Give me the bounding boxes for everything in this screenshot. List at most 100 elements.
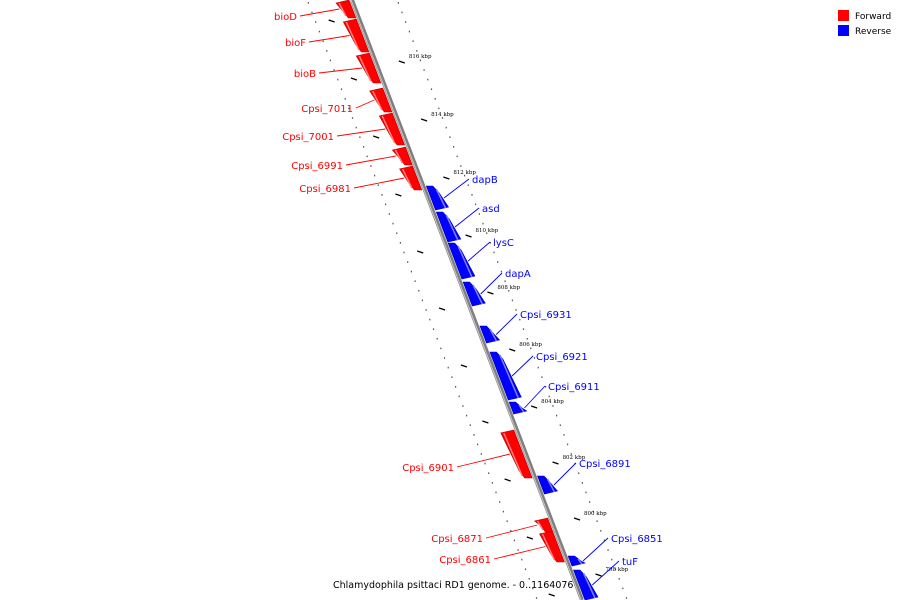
scale-dot	[600, 530, 602, 532]
kbp-minor-tick	[417, 250, 424, 254]
gene-label: Cpsi_7001	[282, 132, 334, 143]
gene-cpsi_6871[interactable]: Cpsi_6871	[431, 517, 554, 545]
gene-label: Cpsi_6901	[402, 463, 454, 474]
gene-leader-line	[467, 241, 491, 262]
kbp-label: 804 kbp	[541, 399, 564, 405]
kbp-ticks: 816 kbp 814 kbp 812 kbp 810 kbp 808 kbp 806 k…	[328, 19, 629, 597]
kbp-tick	[573, 517, 581, 521]
scale-dot	[535, 597, 538, 599]
kbp-label: 816 kbp	[409, 54, 432, 60]
gene-cpsi_6901[interactable]: Cpsi_6901	[402, 429, 533, 479]
scale-dot	[462, 405, 464, 407]
gene-highlight	[582, 572, 596, 599]
scale-dot	[399, 242, 401, 244]
kbp-minor-tick	[548, 593, 555, 597]
scale-dot	[307, 2, 309, 4]
kbp-minor-tick	[350, 77, 358, 81]
kbp-label: 814 kbp	[431, 112, 454, 118]
gene-cpsi_6891[interactable]: Cpsi_6891	[537, 459, 631, 495]
gene-cpsi_7001[interactable]: Cpsi_7001	[282, 112, 406, 146]
kbp-label: 812 kbp	[453, 170, 476, 176]
kbp-label: 806 kbp	[519, 342, 542, 348]
gene-leader-line	[443, 178, 470, 199]
scale-dot	[363, 146, 365, 148]
scale-dot	[340, 88, 343, 90]
kbp-minor-tick	[526, 536, 534, 540]
kbp-minor-tick	[328, 19, 335, 23]
scale-dot	[421, 299, 423, 302]
scale-dot	[541, 376, 543, 378]
gene-leader-line	[511, 355, 534, 377]
scale-dot	[519, 318, 521, 321]
kbp-tick	[509, 348, 516, 352]
kbp-tick	[420, 118, 428, 122]
scale-dot	[445, 126, 447, 129]
scale-dot	[581, 482, 583, 484]
scale-dot	[348, 107, 350, 110]
gene-biof[interactable]: bioF	[285, 18, 370, 53]
gene-cpsi_6851[interactable]: Cpsi_6851	[567, 534, 663, 567]
gene-leader-line	[485, 524, 538, 539]
gene-cpsi_6861[interactable]: Cpsi_6861	[439, 530, 565, 566]
gene-cpsi_6991[interactable]: Cpsi_6991	[291, 146, 413, 172]
scale-dot	[326, 50, 328, 52]
scale-dot	[537, 366, 539, 369]
scale-dot	[592, 510, 594, 513]
gene-cpsi_6931[interactable]: Cpsi_6931	[479, 310, 572, 344]
scale-dot	[482, 222, 484, 225]
gene-tuf[interactable]: tuF	[573, 557, 639, 600]
scale-dot	[489, 242, 491, 244]
scale-dot	[521, 558, 523, 561]
scale-dot	[427, 78, 429, 81]
scale-dot	[359, 136, 361, 138]
scale-dot	[515, 309, 517, 311]
legend-label-reverse: Reverse	[855, 27, 892, 37]
scale-dot	[603, 539, 605, 542]
scale-dot	[611, 558, 613, 561]
gene-body	[567, 555, 586, 567]
gene-biob[interactable]: bioB	[294, 52, 382, 84]
gene-highlight	[394, 149, 403, 164]
scale-dot	[589, 501, 591, 503]
gene-leader-line	[582, 537, 609, 562]
scale-dot	[329, 59, 331, 62]
gene-label: Cpsi_6891	[579, 459, 631, 470]
scale-dot	[440, 347, 442, 350]
gene-label: asd	[482, 204, 500, 215]
scale-dot	[533, 357, 536, 359]
scale-dot	[403, 251, 405, 254]
scale-dot	[344, 98, 346, 100]
kbp-tick	[552, 461, 559, 465]
kbp-label: 800 kbp	[584, 511, 607, 517]
scale-dot	[522, 328, 525, 330]
gene-cpsi_6981[interactable]: Cpsi_6981	[299, 165, 423, 195]
gene-cpsi_6921[interactable]: Cpsi_6921	[489, 351, 588, 401]
scale-dot	[491, 482, 493, 484]
gene-label: bioD	[274, 12, 297, 23]
gene-cpsi_6911[interactable]: Cpsi_6911	[508, 382, 600, 415]
gene-dapb[interactable]: dapB	[425, 175, 498, 211]
gene-lysc[interactable]: lysC	[447, 238, 514, 280]
gene-highlight	[358, 55, 372, 82]
scale-dot	[425, 309, 427, 311]
gene-leader-line	[299, 8, 340, 17]
scale-dot	[495, 491, 497, 494]
scale-dot	[443, 357, 446, 359]
gene-highlight	[489, 328, 498, 342]
gene-highlight	[457, 245, 473, 278]
scale-dot	[447, 366, 449, 369]
scale-dot	[366, 155, 368, 158]
scale-dot	[524, 568, 527, 570]
scale-dot	[392, 222, 394, 225]
gene-label: Cpsi_6861	[439, 555, 491, 566]
kbp-minor-tick	[482, 420, 489, 424]
scale-dot	[467, 184, 469, 186]
gene-asd[interactable]: asd	[435, 204, 500, 243]
scale-dot	[397, 2, 399, 4]
gene-biod[interactable]: bioD	[274, 0, 357, 23]
scale-dot	[622, 587, 624, 590]
gene-dapa[interactable]: dapA	[462, 269, 531, 307]
gene-cpsi_7011[interactable]: Cpsi_7011	[301, 87, 393, 115]
scale-dot	[449, 136, 451, 138]
scale-dot	[488, 472, 490, 474]
